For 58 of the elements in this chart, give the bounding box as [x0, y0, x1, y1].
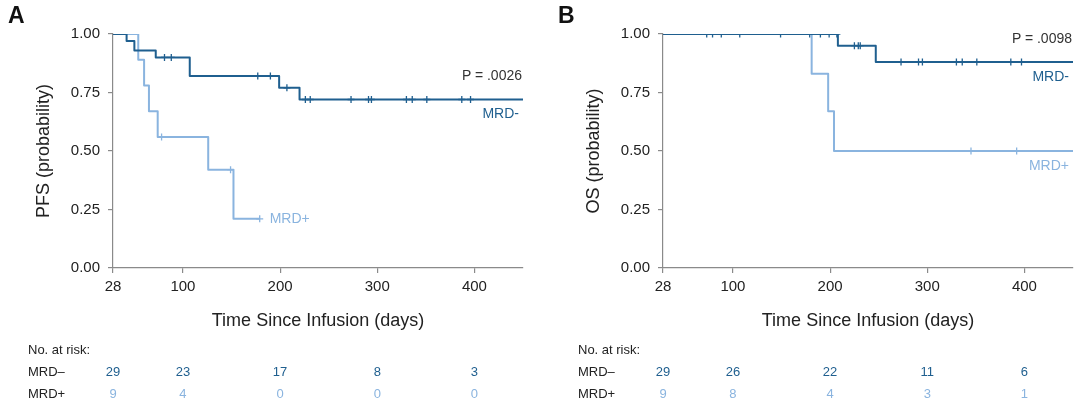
x-tick-label: 300 [364, 277, 390, 295]
text: 22 [822, 363, 838, 379]
text: MRD+ [578, 385, 616, 401]
series-label: MRD- [482, 105, 520, 122]
y-tick-label: 0.25 [620, 199, 650, 217]
y-tick-label: 0.75 [620, 82, 650, 100]
text: No. at risk: [578, 341, 641, 357]
y-tick-label: 0.00 [70, 258, 100, 276]
text: 9 [109, 385, 117, 401]
text: 6 [1020, 363, 1029, 379]
y-tick-label: 1.00 [70, 24, 100, 42]
y-tick-label: 0.75 [70, 82, 100, 100]
annotation: P = .0026 [461, 67, 523, 84]
text: 17 [272, 363, 288, 379]
text: 8 [373, 363, 381, 379]
text: No. at risk: [28, 341, 91, 357]
x-tick-label: 400 [461, 277, 487, 295]
text: 3 [470, 363, 479, 379]
text: 29 [105, 363, 121, 379]
text: 3 [923, 385, 931, 401]
x-tick-label: 400 [1011, 277, 1037, 295]
text: MRD– [578, 363, 616, 379]
text: 26 [725, 363, 741, 379]
x-tick-label: 28 [104, 277, 122, 295]
chart-title: B [558, 2, 575, 28]
text: 0 [276, 385, 284, 401]
series-label: MRD+ [269, 209, 310, 226]
x-tick-label: 200 [817, 277, 843, 295]
text: 8 [729, 385, 737, 401]
y-axis-title: PFS (probability) [32, 83, 53, 219]
series-label: MRD+ [1028, 156, 1069, 173]
x-tick-label: 100 [720, 277, 746, 295]
y-tick-label: 1.00 [620, 24, 650, 42]
x-tick-label: 100 [170, 277, 196, 295]
text: 0 [470, 385, 479, 401]
text: 0 [373, 385, 381, 401]
text: 29 [655, 363, 671, 379]
series-label: MRD- [1032, 67, 1070, 84]
y-tick-label: 0.00 [620, 258, 650, 276]
x-tick-label: 200 [267, 277, 293, 295]
text: 9 [659, 385, 667, 401]
x-tick-label: 300 [914, 277, 940, 295]
text: MRD+ [28, 385, 66, 401]
y-tick-label: 0.50 [620, 141, 650, 159]
text: MRD– [28, 363, 66, 379]
text: 23 [175, 363, 191, 379]
y-tick-label: 0.50 [70, 141, 100, 159]
text: 4 [826, 385, 834, 401]
text: 4 [179, 385, 187, 401]
y-tick-label: 0.25 [70, 199, 100, 217]
chart-title: A [8, 2, 25, 28]
text: 1 [1020, 385, 1029, 401]
x-axis-title: Time Since Infusion (days) [761, 310, 975, 331]
y-axis-title: OS (probability) [582, 88, 603, 214]
x-tick-label: 28 [654, 277, 672, 295]
x-axis-title: Time Since Infusion (days) [211, 310, 425, 331]
annotation: P = .0098 [1011, 29, 1073, 46]
text: 11 [920, 363, 935, 379]
